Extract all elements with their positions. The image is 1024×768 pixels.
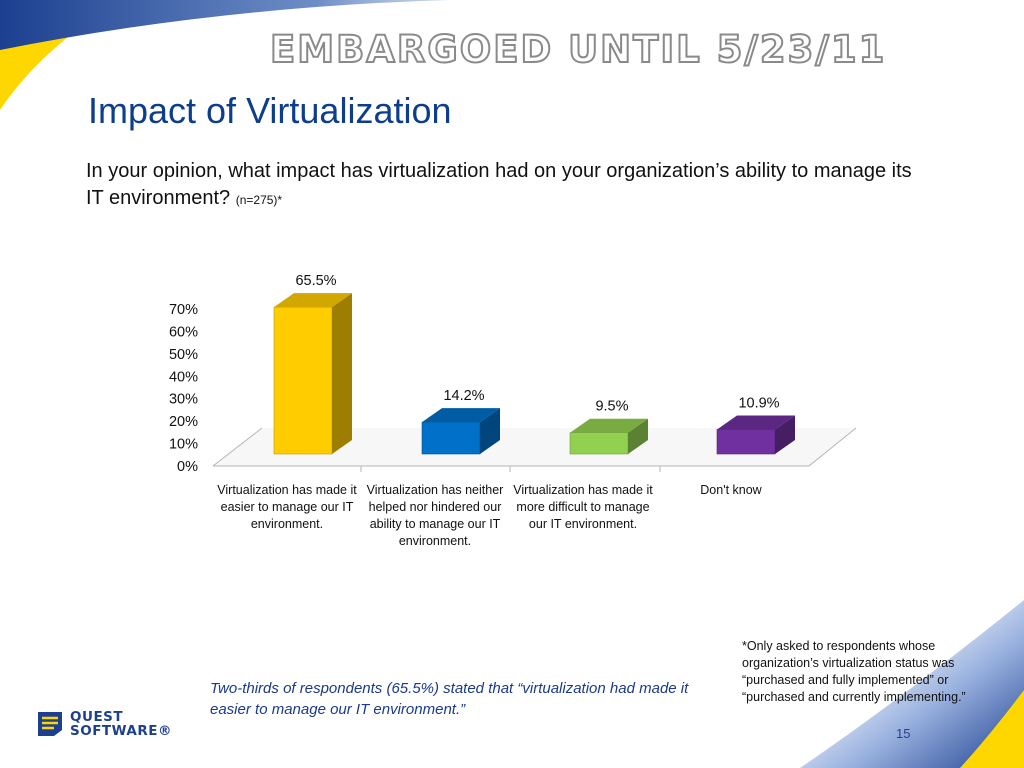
chart-floor [213,428,856,466]
y-tick-label: 50% [169,347,198,363]
data-label: 9.5% [595,399,628,415]
bar-top [717,415,795,430]
bar-front [569,432,629,455]
y-tick-label: 60% [169,324,198,340]
bar [273,293,352,455]
footnote: *Only asked to respondents whose organiz… [742,639,966,704]
survey-question: In your opinion, what impact has virtual… [86,158,926,214]
data-label: 14.2% [443,388,484,404]
data-label: 65.5% [295,273,336,289]
y-tick-label: 30% [169,392,198,408]
y-tick-label: 40% [169,369,198,385]
logo-word-1: QUEST [70,709,124,725]
bar-front [421,421,481,455]
sample-size-note: (n=275)* [235,193,283,207]
y-tick-label: 20% [169,414,198,430]
y-tick-label: 70% [169,302,198,318]
bar-front [716,429,776,455]
bar-side [628,418,648,454]
logo-mark-icon [38,712,62,736]
bar-top [274,293,352,308]
key-finding: Two-thirds of respondents (65.5%) stated… [210,680,689,718]
category-label: Don't know [700,483,762,497]
bar-front [273,306,333,455]
floor-edge-line [212,427,263,467]
company-logo: QUEST SOFTWARE® [36,708,186,740]
bar [421,408,500,455]
bar-side [332,293,352,454]
category-label: Virtualization has made it more difficul… [513,483,653,531]
bar [716,415,795,455]
category-label: Virtualization has neither helped nor hi… [366,483,504,548]
embargo-banner: EMBARGOED UNTIL 5/23/11 [269,27,887,72]
y-tick-label: 0% [177,459,198,475]
page-number: 15 [896,726,911,741]
floor-edge-line [808,427,857,467]
category-label: Virtualization has made it easier to man… [217,483,357,531]
data-label: 10.9% [738,396,779,412]
bar-top [422,408,500,423]
bar-side [775,415,795,454]
bar-side [480,408,500,454]
bar [569,418,648,455]
logo-word-2: SOFTWARE® [70,723,172,739]
slide-title: Impact of Virtualization [88,90,452,131]
y-tick-label: 10% [169,437,198,453]
bar-top [570,418,648,433]
question-text: In your opinion, what impact has virtual… [86,160,912,209]
